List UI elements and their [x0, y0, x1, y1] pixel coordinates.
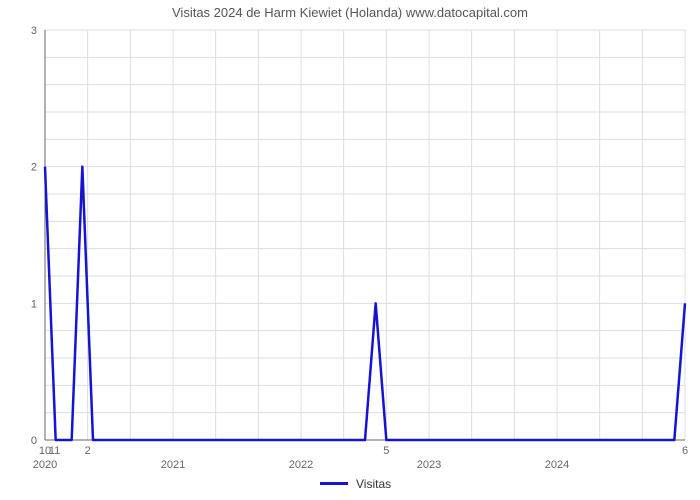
legend-swatch — [320, 482, 348, 485]
x-axis-extra-ticks: 1011256 — [39, 445, 688, 457]
y-tick-label: 0 — [31, 435, 37, 447]
x-year-tick-label: 2024 — [545, 459, 569, 471]
y-tick-label: 1 — [31, 298, 37, 310]
x-extra-tick-label: 6 — [682, 445, 688, 457]
chart-title: Visitas 2024 de Harm Kiewiet (Holanda) w… — [172, 5, 528, 20]
x-extra-tick-label: 5 — [383, 445, 389, 457]
grid-lines — [45, 30, 685, 440]
y-tick-label: 3 — [31, 25, 37, 37]
legend-label: Visitas — [356, 477, 391, 491]
y-tick-label: 2 — [31, 162, 37, 174]
axes — [45, 30, 685, 440]
x-year-tick-label: 2020 — [33, 459, 57, 471]
chart-container: Visitas 2024 de Harm Kiewiet (Holanda) w… — [0, 0, 700, 500]
x-axis-year-ticks: 2020 2021 2022 2023 2024 — [33, 459, 569, 471]
chart-svg: Visitas 2024 de Harm Kiewiet (Holanda) w… — [0, 0, 700, 500]
x-extra-tick-label: 2 — [85, 445, 91, 457]
legend: Visitas — [320, 477, 391, 491]
x-year-tick-label: 2022 — [289, 459, 313, 471]
x-year-tick-label: 2021 — [161, 459, 185, 471]
x-extra-tick-label: 11 — [49, 445, 60, 457]
y-axis-ticks: 0 1 2 3 — [31, 25, 37, 447]
x-year-tick-label: 2023 — [417, 459, 441, 471]
